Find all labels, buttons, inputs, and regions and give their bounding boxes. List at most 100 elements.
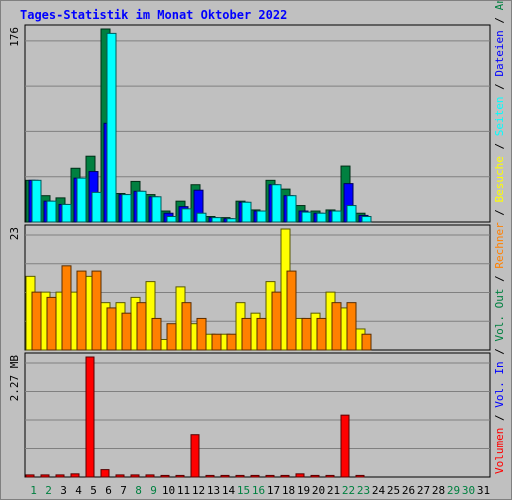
bar-seiten-day-6	[106, 32, 117, 223]
bar-seiten-day-3	[61, 203, 72, 223]
bar-volumen-day-5	[85, 356, 95, 478]
bar-seiten-day-9	[151, 196, 162, 223]
bar-rechner-day-7	[121, 312, 132, 351]
x-tick-label-27: 27	[417, 484, 430, 497]
x-tick-label-25: 25	[387, 484, 400, 497]
bar-rechner-day-4	[76, 270, 87, 351]
right-legend: Volumen / Vol. In / Vol. Out / Rechner /…	[493, 0, 506, 474]
x-tick-label-19: 19	[297, 484, 310, 497]
x-tick-label-22: 22	[342, 484, 355, 497]
bar-volumen-day-14	[220, 474, 230, 478]
bar-volumen-day-20	[310, 474, 320, 478]
x-tick-label-2: 2	[45, 484, 52, 497]
bar-volumen-day-15	[235, 474, 245, 478]
bar-volumen-day-16	[250, 474, 260, 478]
bar-seiten-day-7	[121, 194, 132, 223]
x-tick-label-8: 8	[135, 484, 142, 497]
x-tick-label-9: 9	[150, 484, 157, 497]
bar-seiten-day-4	[76, 177, 87, 223]
chart-title: Tages-Statistik im Monat Oktober 2022	[20, 8, 287, 22]
x-tick-label-1: 1	[30, 484, 37, 497]
legend-besuche: Besuche	[493, 156, 506, 202]
bar-seiten-day-21	[331, 210, 342, 223]
bar-volumen-day-9	[145, 474, 155, 478]
legend-separator: /	[493, 77, 506, 97]
bar-rechner-day-14	[226, 333, 237, 351]
x-tick-label-13: 13	[207, 484, 220, 497]
bar-seiten-day-18	[286, 195, 297, 223]
x-tick-label-12: 12	[192, 484, 205, 497]
bar-volumen-day-10	[160, 474, 170, 478]
bar-rechner-day-18	[286, 270, 297, 351]
bar-volumen-day-7	[115, 474, 125, 478]
bar-seiten-day-17	[271, 184, 282, 223]
bar-rechner-day-20	[316, 317, 327, 351]
bar-rechner-day-9	[151, 317, 162, 351]
x-tick-label-23: 23	[357, 484, 370, 497]
bar-rechner-day-19	[301, 317, 312, 351]
x-tick-label-10: 10	[162, 484, 175, 497]
bar-volumen-day-12	[190, 434, 200, 478]
bar-rechner-day-22	[346, 302, 357, 351]
bar-rechner-day-13	[211, 333, 222, 351]
legend-seiten: Seiten	[493, 96, 506, 136]
bar-seiten-day-16	[256, 210, 267, 223]
bar-rechner-day-12	[196, 317, 207, 351]
bar-volumen-day-11	[175, 474, 185, 478]
x-tick-label-11: 11	[177, 484, 190, 497]
bar-seiten-day-12	[196, 212, 207, 223]
x-tick-label-7: 7	[120, 484, 127, 497]
legend-anfragen: Anfragen	[493, 0, 506, 10]
legend-separator: /	[493, 202, 506, 222]
x-tick-label-17: 17	[267, 484, 280, 497]
legend-separator: /	[493, 10, 506, 30]
panel-volume: 2.27 MB	[8, 352, 491, 478]
bar-rechner-day-5	[91, 270, 102, 351]
bar-rechner-day-3	[61, 265, 72, 351]
x-tick-label-28: 28	[432, 484, 445, 497]
bar-rechner-day-15	[241, 317, 252, 351]
legend-dateien: Dateien	[493, 30, 506, 76]
bar-rechner-day-23	[361, 333, 372, 351]
legend-separator: /	[493, 269, 506, 289]
bar-volumen-day-4	[70, 473, 80, 478]
bar-seiten-day-8	[136, 190, 147, 223]
bar-rechner-day-2	[46, 296, 57, 351]
legend-volumen: Volumen	[493, 428, 506, 474]
bar-seiten-day-1	[31, 179, 42, 223]
x-tick-label-20: 20	[312, 484, 325, 497]
bar-volumen-day-3	[55, 474, 65, 478]
legend-vol-out: Vol. Out	[493, 289, 506, 342]
bar-rechner-day-1	[31, 291, 42, 351]
bar-rechner-day-11	[181, 302, 192, 351]
x-tick-label-16: 16	[252, 484, 265, 497]
legend-separator: /	[493, 136, 506, 156]
x-tick-label-30: 30	[462, 484, 475, 497]
bar-volumen-day-8	[130, 474, 140, 478]
x-tick-label-29: 29	[447, 484, 460, 497]
x-tick-label-18: 18	[282, 484, 295, 497]
bar-rechner-day-21	[331, 302, 342, 351]
bar-volumen-day-17	[265, 474, 275, 478]
bar-seiten-day-15	[241, 201, 252, 223]
panel-requests: 176	[8, 24, 491, 223]
bar-seiten-day-20	[316, 212, 327, 223]
x-tick-label-21: 21	[327, 484, 340, 497]
y-axis-max-label: 2.27 MB	[8, 355, 21, 402]
x-tick-label-31: 31	[477, 484, 490, 497]
bar-seiten-day-5	[91, 191, 102, 223]
bar-rechner-day-6	[106, 307, 117, 351]
panel-frame	[24, 352, 491, 478]
bar-volumen-day-22	[340, 414, 350, 478]
legend-separator: /	[493, 342, 506, 362]
legend-separator: /	[493, 408, 506, 428]
x-tick-label-24: 24	[372, 484, 386, 497]
panel-visits: 23	[8, 224, 491, 351]
x-tick-label-6: 6	[105, 484, 112, 497]
legend-vol-in: Vol. In	[493, 361, 506, 407]
bar-seiten-day-2	[46, 200, 57, 223]
bar-volumen-day-18	[280, 474, 290, 478]
x-tick-label-5: 5	[90, 484, 97, 497]
bar-volumen-day-2	[40, 474, 50, 478]
x-tick-label-26: 26	[402, 484, 415, 497]
